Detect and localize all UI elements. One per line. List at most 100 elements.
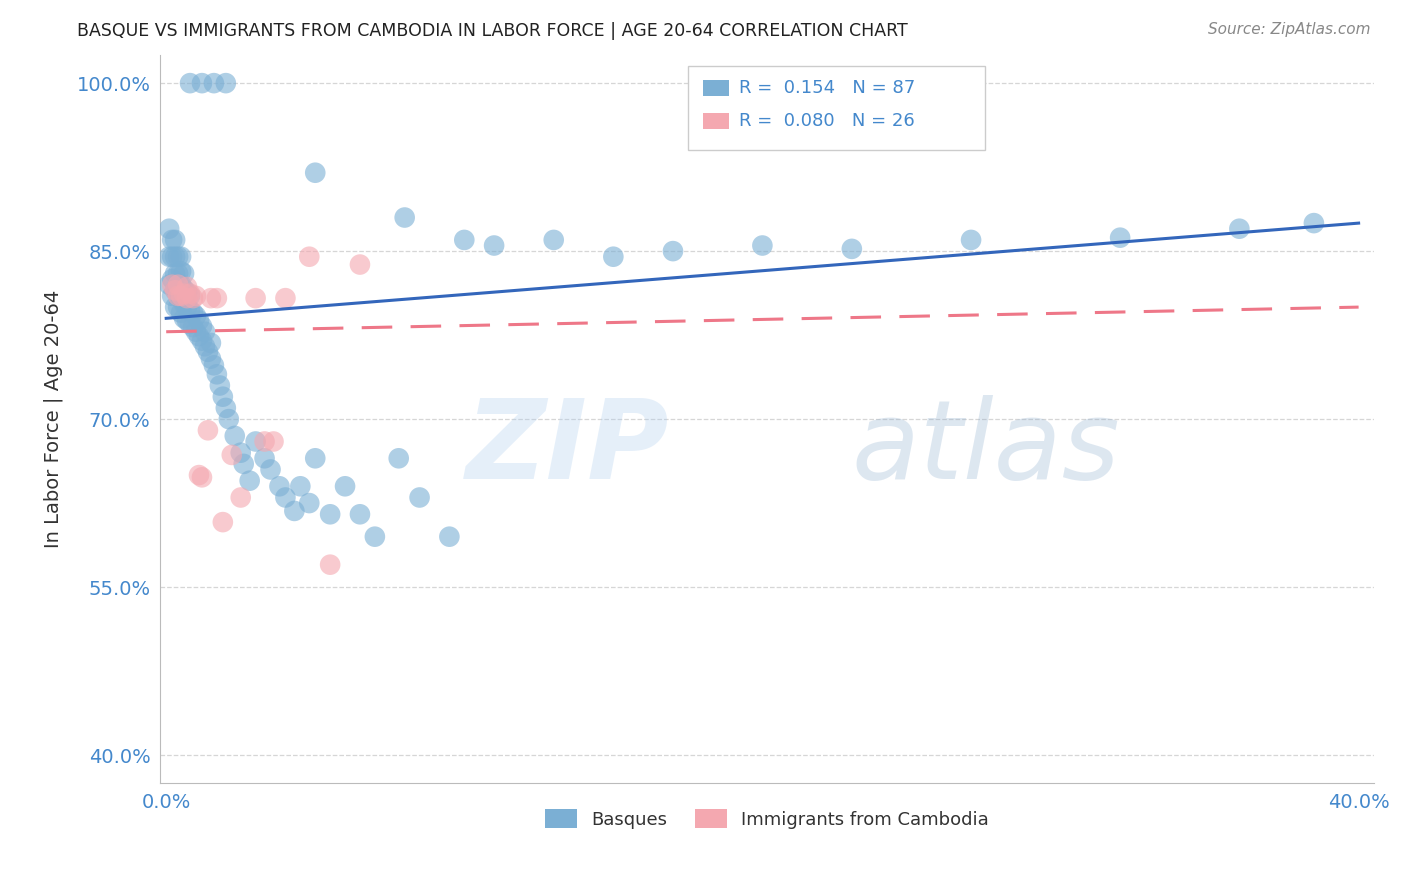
Point [408,491,430,505]
Point [173,267,195,281]
Point [165,283,187,297]
Point [453,233,475,247]
Point [259,462,281,476]
Point [167,289,190,303]
Point [245,291,267,305]
Point [160,272,183,286]
Point [253,434,276,449]
Point [188,329,211,343]
Point [160,289,183,303]
Text: R =  0.154   N = 87: R = 0.154 N = 87 [740,78,915,97]
FancyBboxPatch shape [703,112,730,128]
Point [274,291,297,305]
Point [1227,221,1250,235]
Text: ZIP: ZIP [467,394,669,501]
Point [253,451,276,466]
Point [176,280,198,294]
Point [211,515,233,529]
Point [173,297,195,311]
Point [188,313,211,327]
Point [211,390,233,404]
Point [194,339,217,353]
Point [170,250,193,264]
Point [170,306,193,320]
Point [167,267,190,281]
Point [298,250,321,264]
Point [1302,216,1324,230]
Point [173,286,195,301]
Point [181,320,204,334]
Point [245,434,267,449]
Point [224,429,246,443]
Point [194,325,217,339]
Point [841,242,863,256]
Point [229,491,252,505]
Point [263,434,285,449]
Point [304,166,326,180]
Point [482,238,505,252]
Point [170,277,193,292]
Point [394,211,416,225]
Point [167,283,190,297]
Point [602,250,624,264]
Point [274,491,297,505]
Point [176,285,198,300]
Point [176,313,198,327]
Point [179,289,201,303]
Y-axis label: In Labor Force | Age 20-64: In Labor Force | Age 20-64 [44,290,63,549]
Point [229,445,252,459]
Point [184,289,207,303]
Point [188,468,211,483]
Point [333,479,356,493]
Point [173,311,195,326]
Point [439,530,461,544]
Point [165,300,187,314]
Point [304,451,326,466]
Point [349,258,371,272]
Point [202,359,225,373]
Point [191,319,214,334]
Point [179,76,201,90]
Text: BASQUE VS IMMIGRANTS FROM CAMBODIA IN LABOR FORCE | AGE 20-64 CORRELATION CHART: BASQUE VS IMMIGRANTS FROM CAMBODIA IN LA… [77,22,908,40]
Point [197,345,219,359]
Point [283,504,305,518]
Point [221,448,243,462]
Point [160,233,183,247]
Point [191,470,214,484]
Point [200,351,222,366]
Point [179,317,201,331]
Point [960,233,983,247]
Point [751,238,773,252]
Point [197,423,219,437]
Point [202,76,225,90]
Point [205,368,228,382]
Point [165,267,187,281]
Point [388,451,411,466]
Point [165,250,187,264]
Point [205,291,228,305]
Point [170,264,193,278]
Point [160,277,183,292]
Point [167,250,190,264]
Point [298,496,321,510]
Point [319,508,342,522]
Point [662,244,685,259]
Point [179,286,201,301]
Point [1109,230,1132,244]
Point [319,558,342,572]
Text: Source: ZipAtlas.com: Source: ZipAtlas.com [1208,22,1371,37]
Point [176,291,198,305]
Point [179,303,201,318]
Point [215,76,238,90]
Point [543,233,565,247]
Point [208,378,231,392]
Point [269,479,291,493]
FancyBboxPatch shape [688,66,986,150]
Point [218,412,240,426]
Point [160,250,183,264]
Text: R =  0.080   N = 26: R = 0.080 N = 26 [740,112,915,129]
Point [157,277,180,292]
Point [167,300,190,314]
Point [170,291,193,305]
Point [157,250,180,264]
